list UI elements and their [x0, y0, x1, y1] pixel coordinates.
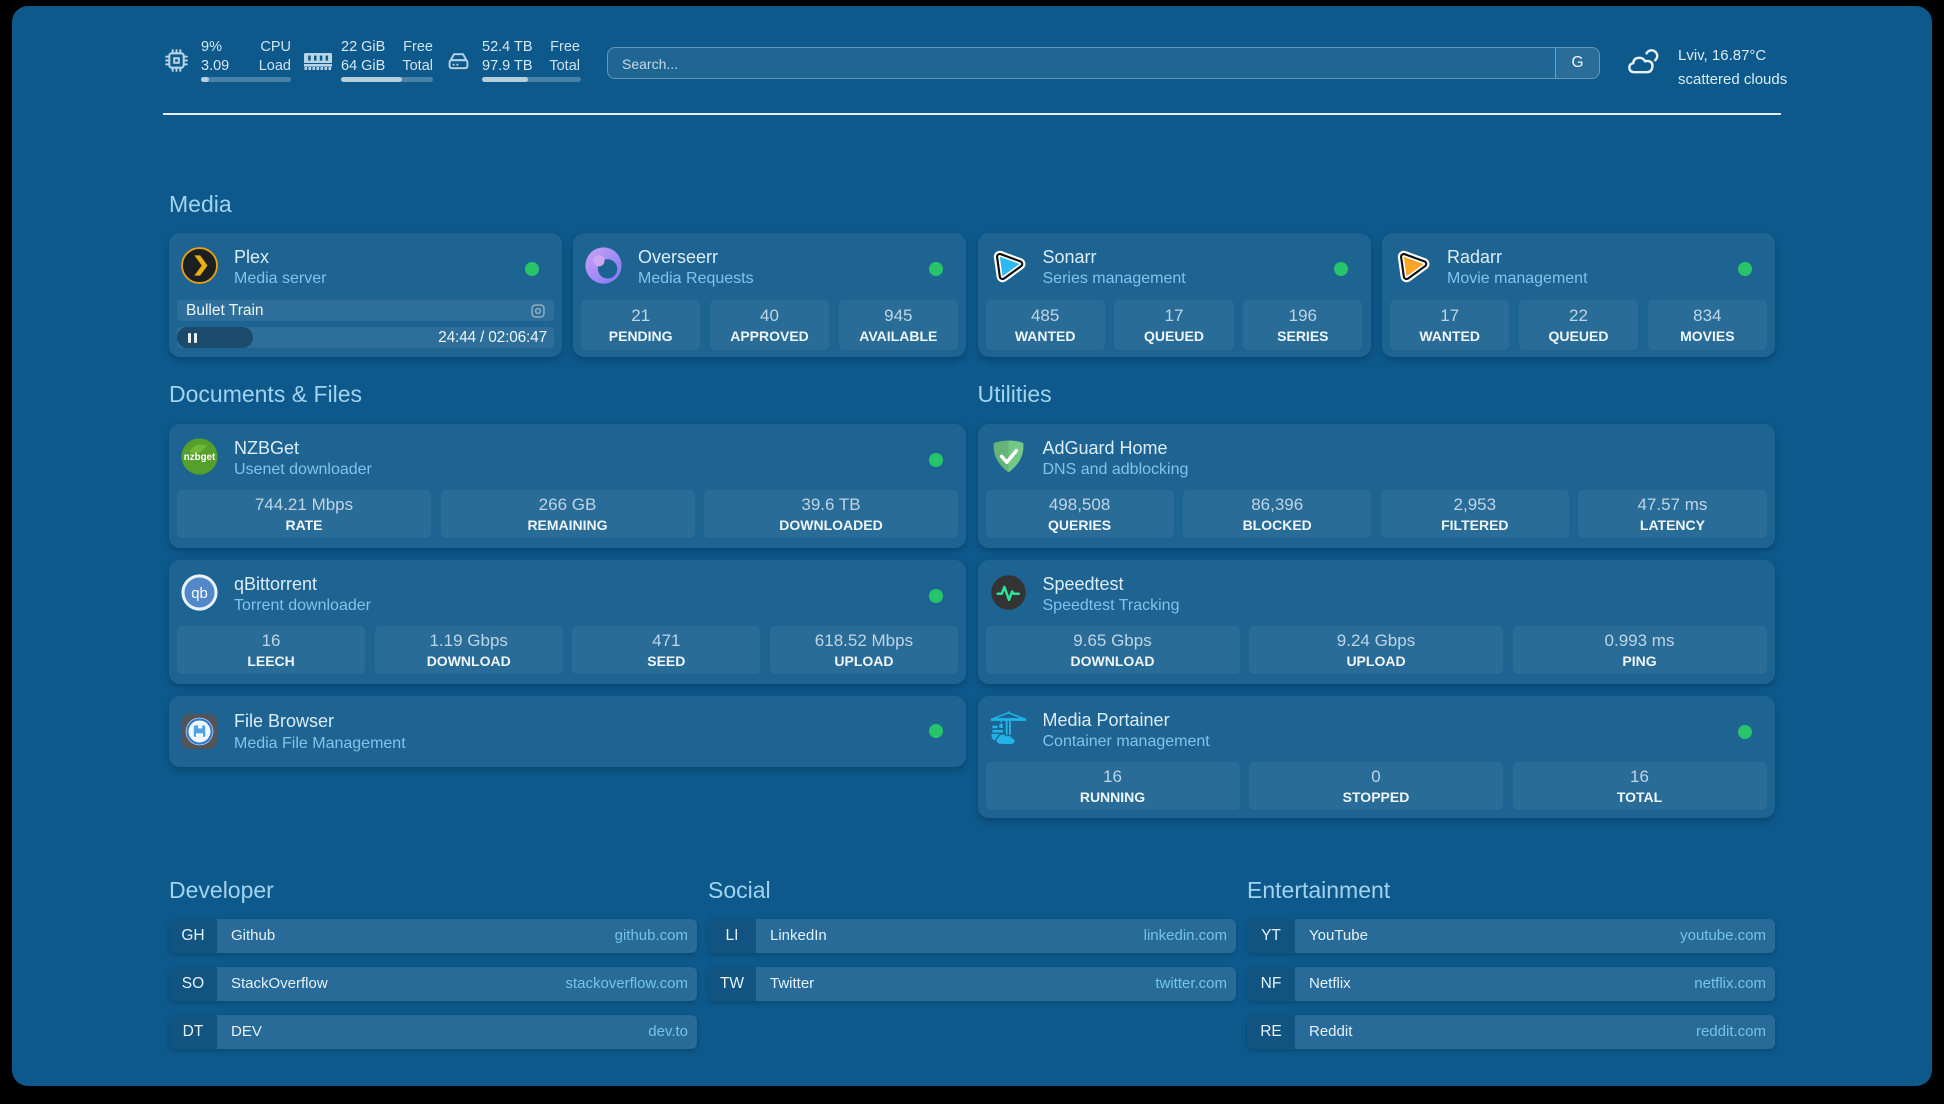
svg-text:nzbget: nzbget: [184, 452, 216, 463]
svg-text:qb: qb: [191, 586, 208, 602]
